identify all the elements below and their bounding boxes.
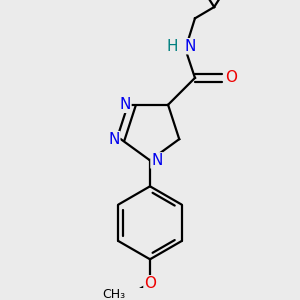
- Text: H: H: [166, 39, 178, 54]
- Text: O: O: [144, 276, 156, 291]
- Text: O: O: [225, 70, 237, 86]
- Text: N: N: [184, 39, 196, 54]
- Text: N: N: [119, 97, 131, 112]
- Text: N: N: [151, 153, 162, 168]
- Text: N: N: [108, 132, 120, 147]
- Text: CH₃: CH₃: [102, 288, 125, 300]
